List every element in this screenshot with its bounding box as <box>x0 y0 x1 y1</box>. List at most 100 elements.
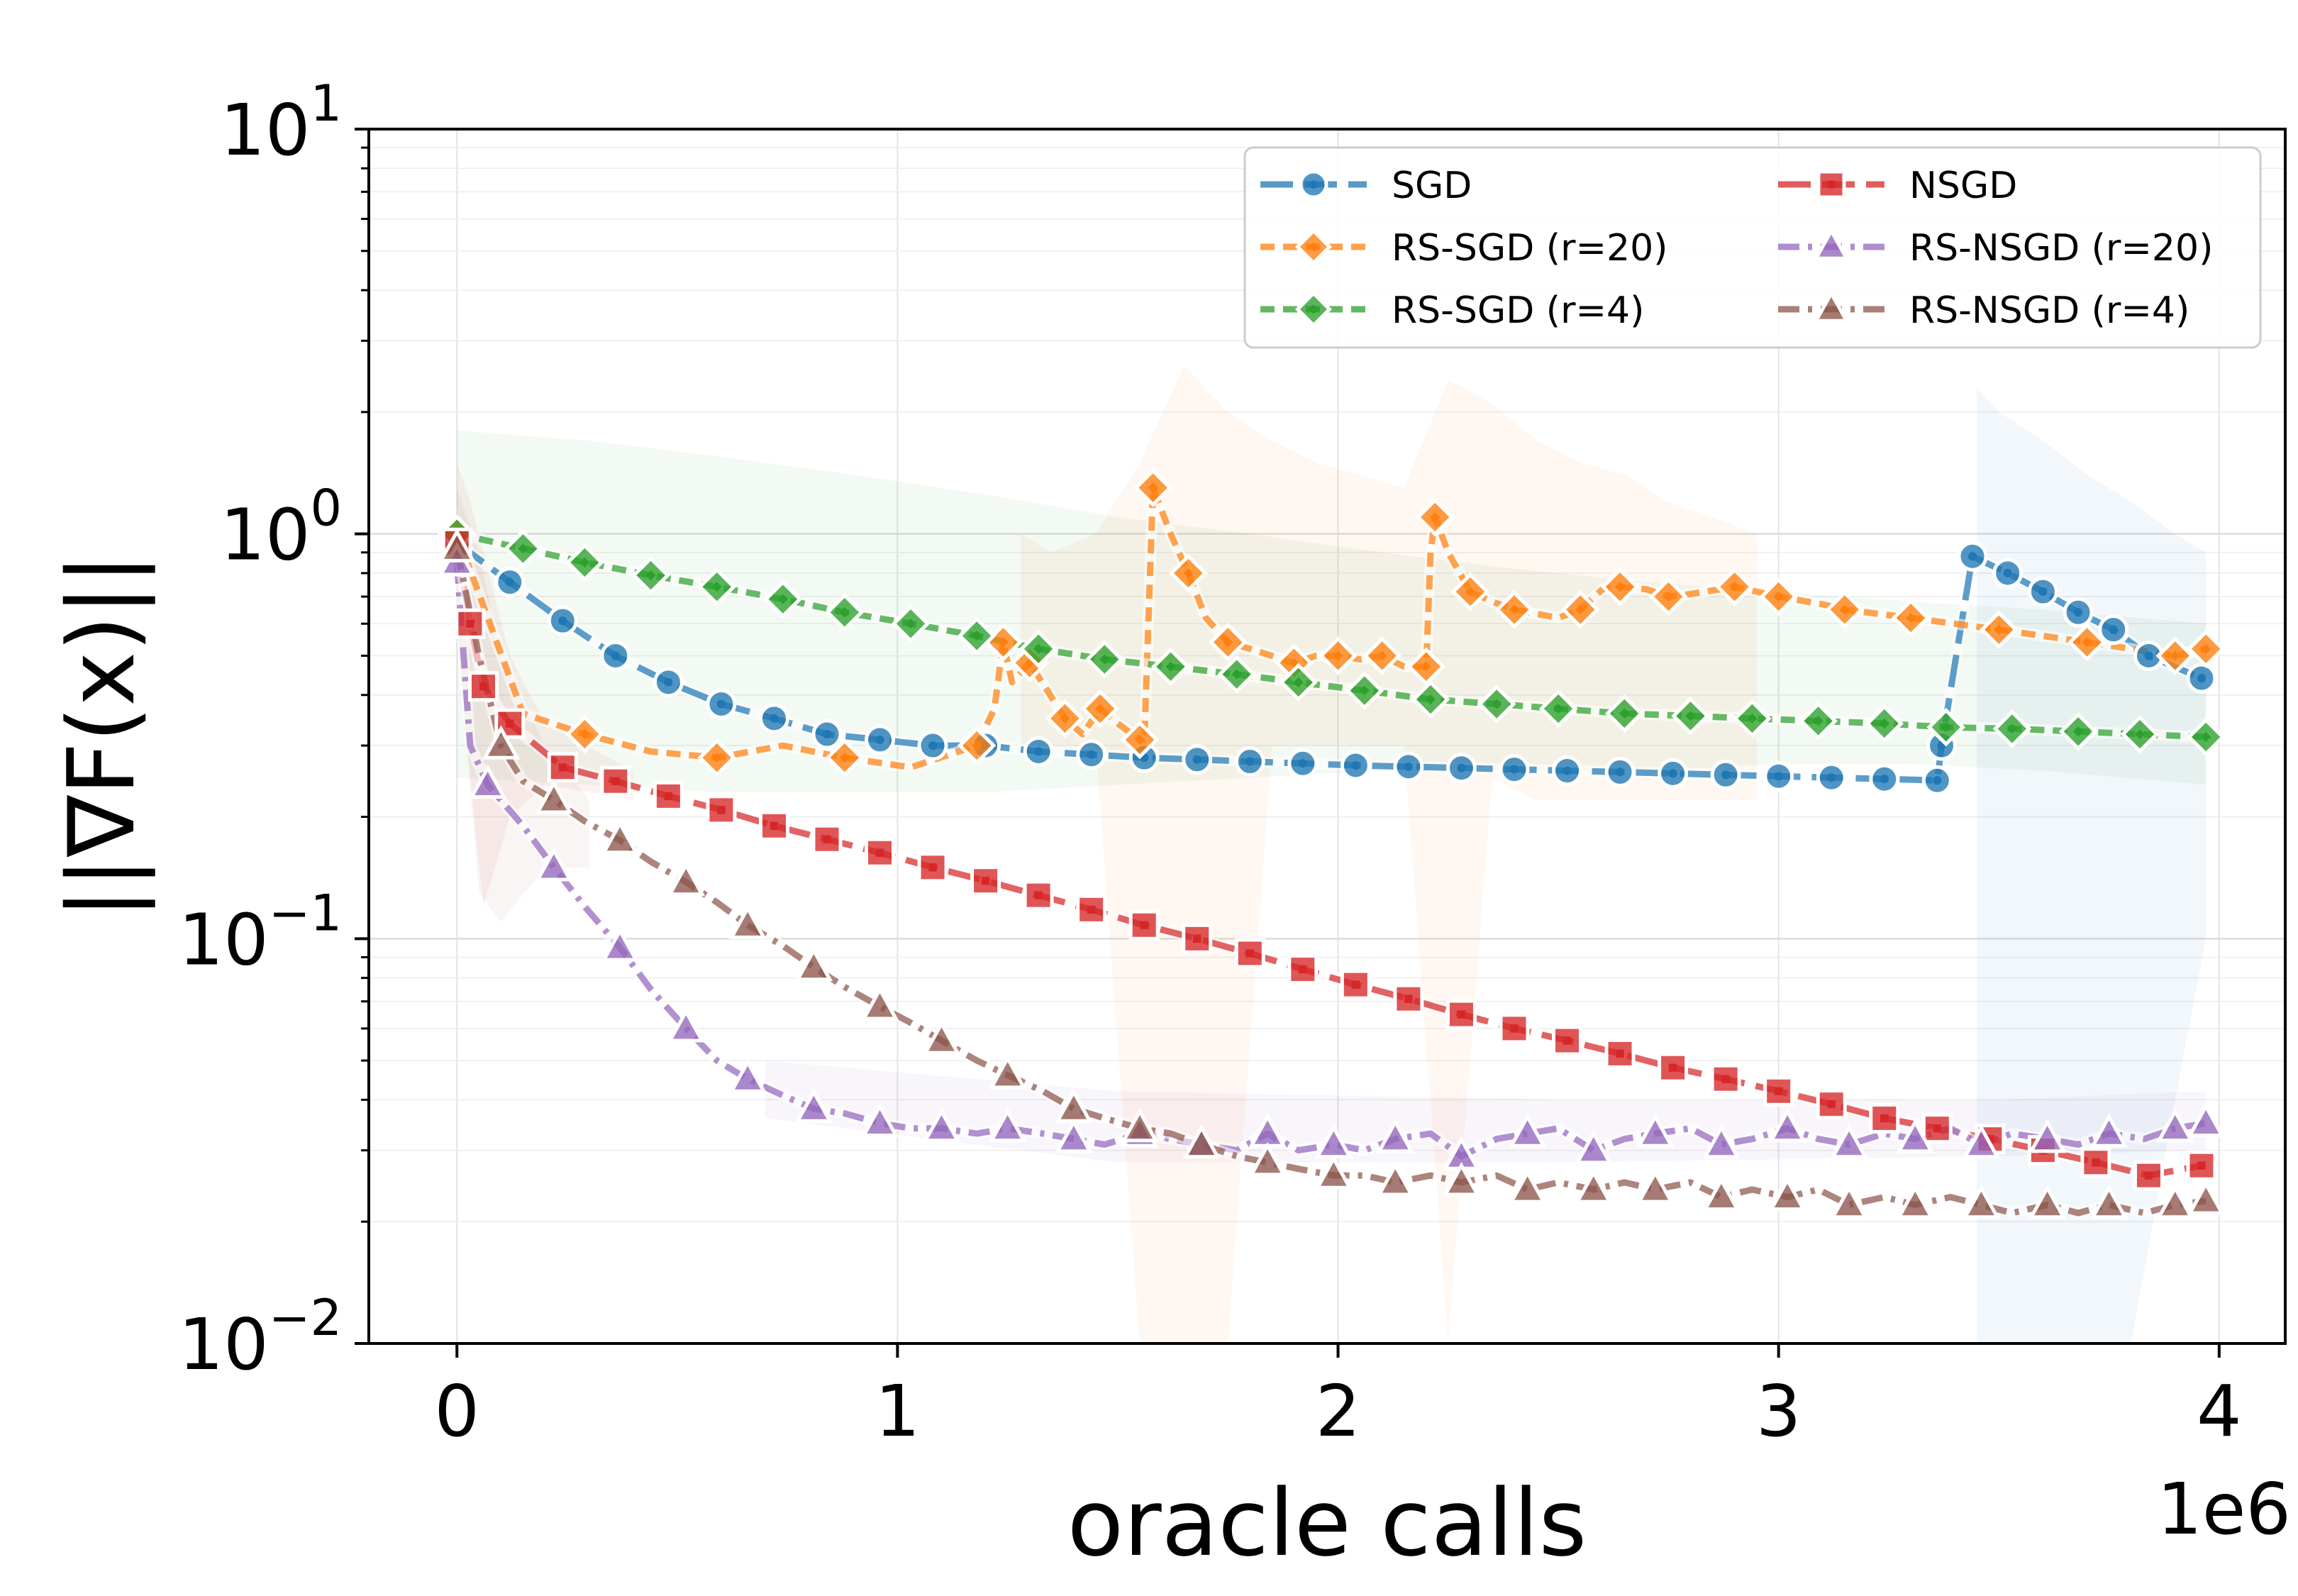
marker-nsgd <box>758 810 789 841</box>
marker-rs-nsgd-r-20 <box>1830 1124 1868 1159</box>
marker-nsgd-group <box>1604 1038 1636 1069</box>
marker-nsgd-group <box>1287 954 1319 985</box>
marker-rs-nsgd-r-4 <box>728 904 767 939</box>
marker-rs-nsgd-r-4-group <box>1314 1155 1353 1190</box>
marker-sgd-group <box>1552 755 1583 787</box>
marker-sgd-dot <box>505 577 514 587</box>
marker-rs-sgd-r-4-group <box>504 529 543 568</box>
marker-nsgd-dot <box>1880 1114 1889 1123</box>
marker-rs-nsgd-r-20-group <box>2089 1113 2128 1148</box>
marker-nsgd-group <box>1658 1052 1689 1083</box>
marker-nsgd-group <box>1921 1113 1953 1144</box>
marker-rs-nsgd-r-4 <box>1248 1141 1287 1177</box>
marker-sgd-group <box>2186 663 2217 694</box>
marker-sgd-group <box>600 640 631 671</box>
plot-frame <box>367 128 2287 1345</box>
marker-rs-sgd-r-4-dot <box>1099 654 1110 665</box>
marker-rs-sgd-r-20-dot <box>1060 713 1070 724</box>
marker-nsgd-group <box>2186 1150 2217 1181</box>
series-markers <box>437 468 2226 1219</box>
marker-rs-sgd-r-4-dot <box>1619 708 1630 719</box>
marker-sgd-group <box>811 719 843 750</box>
marker-rs-sgd-r-20-dot <box>1134 734 1145 746</box>
marker-rs-sgd-r-20-group <box>825 738 865 777</box>
x-tick-label: 0 <box>434 1370 479 1453</box>
marker-rs-nsgd-r-20-group <box>1702 1124 1741 1159</box>
marker-sgd-dot <box>770 714 779 723</box>
marker-sgd-dot <box>2144 651 2153 660</box>
marker-rs-sgd-r-4-group <box>1085 640 1124 679</box>
marker-rs-nsgd-r-20-group <box>1055 1118 1093 1153</box>
legend-marker-rs-sgd-r-20-dot <box>1309 242 1319 252</box>
x-tick-label: 2 <box>1316 1370 1361 1453</box>
band-rs-sgd-r-4- <box>457 431 2207 792</box>
marker-rs-sgd-r-20-dot <box>711 753 722 763</box>
marker-rs-nsgd-r-20-group <box>2187 1102 2225 1138</box>
marker-rs-sgd-r-4-group <box>1217 655 1256 694</box>
marker-rs-nsgd-r-4 <box>2155 1184 2194 1219</box>
marker-nsgd-dot <box>1299 965 1307 974</box>
marker-rs-sgd-r-20-group <box>1715 567 1754 606</box>
marker-nsgd-dot <box>1827 1099 1836 1109</box>
marker-nsgd-group <box>653 780 684 811</box>
marker-sgd-dot <box>928 741 938 750</box>
marker-rs-nsgd-r-4 <box>922 1020 961 1055</box>
legend-marker-sgd-group <box>1299 170 1328 199</box>
marker-nsgd-dot <box>506 719 514 728</box>
marker-rs-nsgd-r-20 <box>1962 1124 2001 1159</box>
marker-rs-nsgd-r-20 <box>2155 1107 2194 1143</box>
marker-rs-sgd-r-4-group <box>565 543 604 582</box>
marker-rs-nsgd-r-20-group <box>1636 1113 1675 1148</box>
marker-nsgd-dot <box>1721 1075 1730 1083</box>
marker-sgd-group <box>2063 597 2094 628</box>
marker-rs-nsgd-r-20-group <box>535 846 573 882</box>
marker-rs-nsgd-r-20-group <box>1896 1118 1935 1153</box>
marker-rs-sgd-r-20-group <box>1169 553 1208 593</box>
marker-rs-sgd-r-4-dot <box>777 594 789 604</box>
marker-rs-sgd-r-20-group <box>697 738 736 777</box>
marker-rs-nsgd-r-4-group <box>922 1020 961 1055</box>
marker-sgd-group <box>1182 744 1213 775</box>
marker-rs-sgd-r-4-dot <box>579 557 590 568</box>
marker-rs-nsgd-r-20-group <box>1830 1124 1868 1159</box>
marker-nsgd-group <box>1234 938 1265 969</box>
marker-rs-sgd-r-4-dot <box>2006 724 2018 734</box>
marker-rs-sgd-r-4-group <box>697 567 736 606</box>
marker-rs-sgd-r-20-dot <box>1333 650 1343 661</box>
marker-rs-sgd-r-20-dot <box>1183 567 1194 579</box>
marker-rs-sgd-r-20-group <box>1649 577 1688 616</box>
marker-nsgd-group <box>1763 1075 1794 1107</box>
marker-sgd-dot <box>1457 763 1466 772</box>
marker-rs-sgd-r-20-dot <box>1839 604 1850 615</box>
marker-nsgd-group <box>1445 999 1477 1030</box>
legend-label-rs-nsgd-r-20: RS-NSGD (r=20) <box>1909 227 2213 270</box>
marker-rs-sgd-r-4-group <box>1345 671 1384 710</box>
marker-nsgd-group <box>494 708 526 739</box>
marker-nsgd <box>653 780 684 811</box>
marker-rs-sgd-r-20-dot <box>1465 586 1475 597</box>
marker-rs-nsgd-r-4-group <box>2028 1184 2067 1219</box>
marker-rs-sgd-r-4-dot <box>1425 694 1436 705</box>
marker-rs-nsgd-r-4-group <box>1768 1176 1806 1212</box>
marker-sgd-group <box>1710 759 1741 790</box>
marker-nsgd-dot <box>717 806 726 814</box>
marker-sgd-dot <box>1351 760 1360 770</box>
legend-marker-rs-sgd-r-20-group <box>1294 228 1333 266</box>
marker-nsgd-dot <box>1457 1010 1466 1019</box>
marker-rs-nsgd-r-4 <box>1055 1088 1093 1123</box>
marker-nsgd <box>706 794 737 826</box>
marker-sgd-dot <box>875 735 884 745</box>
legend-marker-rs-nsgd-r-20-group <box>1813 227 1850 260</box>
marker-rs-nsgd-r-20-group <box>2028 1118 2067 1153</box>
marker-sgd-dot <box>1668 769 1677 778</box>
marker-rs-nsgd-r-4 <box>1962 1184 2001 1219</box>
marker-rs-nsgd-r-20 <box>667 1008 706 1043</box>
marker-rs-nsgd-r-20 <box>1768 1107 1806 1143</box>
marker-nsgd-group <box>1182 923 1213 954</box>
y-tick-label: 101 <box>220 74 342 172</box>
marker-rs-sgd-r-4-group <box>2186 717 2226 757</box>
marker-nsgd-dot <box>558 763 567 772</box>
marker-rs-nsgd-r-4-group <box>482 725 521 760</box>
marker-nsgd-dot <box>928 863 937 872</box>
